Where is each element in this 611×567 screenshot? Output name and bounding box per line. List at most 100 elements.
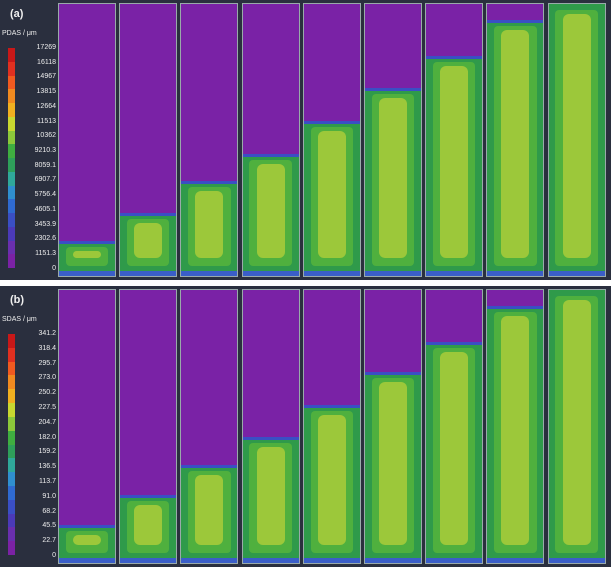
panel-label: (b) — [10, 294, 25, 306]
colorbar-segment — [8, 75, 15, 90]
solidified-region — [242, 153, 299, 276]
solidified-region — [59, 524, 115, 563]
colorbar-tick: 113.7 — [39, 477, 56, 485]
colorbar-ticks: 341.2 318.4 295.7 273.0 250.2 227.5 204.7 182.0… — [18, 330, 56, 559]
colorbar-segment — [8, 61, 15, 76]
simulation-snapshot — [241, 3, 300, 277]
solidified-region — [365, 88, 421, 276]
solidified-region — [487, 306, 544, 563]
simulation-snapshot — [119, 289, 178, 564]
colorbar-segment — [8, 375, 15, 390]
panel-b: (b) SDAS / μm 341.2 318.4 295.7 273.0 250.2 2… — [0, 286, 611, 567]
solidified-region — [181, 464, 238, 563]
colorbar-tick: 4605.1 — [34, 205, 56, 213]
solidified-region — [365, 371, 421, 563]
solidified-region — [181, 180, 238, 276]
colorbar-tick: 295.7 — [38, 359, 56, 367]
colorbar-tick: 182.0 — [38, 433, 56, 441]
colorbar-tick: 12664 — [36, 102, 56, 110]
simulation-snapshot — [119, 3, 178, 277]
simulation-snapshot — [486, 3, 545, 277]
simulation-snapshot — [302, 3, 361, 277]
solidified-region — [426, 55, 483, 276]
colorbar-tick: 204.7 — [38, 418, 56, 426]
colorbar-segment — [8, 499, 15, 514]
colorbar-tick: 16118 — [37, 58, 56, 66]
colorbar-tick: 11513 — [37, 117, 56, 125]
colorbar-segment — [8, 116, 15, 131]
colorbar-tick: 273.0 — [38, 374, 56, 382]
simulation-snapshot — [364, 3, 422, 277]
colorbar-segment — [8, 472, 15, 486]
colorbar-segment — [8, 130, 15, 145]
colorbar-segment — [8, 416, 15, 431]
colorbar-tick: 2302.6 — [34, 235, 56, 243]
colorbar-segment — [8, 48, 15, 62]
colorbar-tick: 9210.3 — [34, 147, 56, 155]
colorbar-segment — [8, 430, 15, 445]
colorbar — [8, 334, 15, 555]
colorbar-segment — [8, 527, 15, 542]
simulation-snapshot — [241, 289, 300, 564]
colorbar-tick: 68.2 — [42, 507, 56, 515]
colorbar-tick: 14967 — [36, 73, 56, 81]
colorbar-tick: 22.7 — [42, 537, 56, 545]
simulation-snapshot — [302, 289, 361, 564]
colorbar-tick: 17269 — [36, 44, 56, 51]
colorbar-segment — [8, 185, 15, 200]
colorbar-tick: 227.5 — [38, 403, 56, 411]
colorbar-segment — [8, 89, 15, 103]
simulation-snapshot — [547, 289, 606, 564]
colorbar-segment — [8, 226, 15, 241]
colorbar-segment — [8, 171, 15, 186]
solidified-region — [242, 437, 299, 563]
colorbar-segment — [8, 541, 15, 555]
colorbar-segment — [8, 144, 15, 158]
colorbar-segment — [8, 458, 15, 473]
solidified-region — [120, 494, 177, 563]
simulation-snapshot — [547, 3, 606, 277]
colorbar-tick: 10362 — [36, 132, 56, 140]
colorbar-segment — [8, 334, 15, 348]
colorbar-segment — [8, 103, 15, 117]
solidified-region — [303, 404, 360, 563]
solidified-region — [120, 213, 177, 276]
colorbar-segment — [8, 199, 15, 213]
colorbar-tick: 8059.1 — [34, 161, 56, 169]
colorbar-tick: 0 — [52, 264, 56, 272]
colorbar-segment — [8, 240, 15, 255]
simulation-snapshot — [58, 289, 116, 564]
colorbar-tick: 318.4 — [38, 344, 56, 352]
colorbar-segment — [8, 158, 15, 172]
colorbar-segment — [8, 485, 15, 500]
simulation-snapshot — [364, 289, 422, 564]
solidified-region — [303, 120, 360, 276]
legend-a: (a) PDAS / μm 17269 16118 14967 13815 12664 1… — [0, 0, 56, 280]
colorbar-segment — [8, 513, 15, 528]
colorbar-segment — [8, 254, 15, 268]
colorbar-tick: 45.5 — [42, 522, 56, 530]
simulation-snapshot — [58, 3, 116, 277]
panel-a: (a) PDAS / μm 17269 16118 14967 13815 12664 1… — [0, 0, 611, 280]
colorbar-segment — [8, 444, 15, 459]
colorbar-segment — [8, 389, 15, 404]
simulation-snapshot — [486, 289, 545, 564]
colorbar-tick: 5756.4 — [34, 191, 56, 199]
colorbar-segment — [8, 213, 15, 227]
colorbar-tick: 6907.7 — [34, 176, 56, 184]
solidified-region — [548, 4, 605, 276]
colorbar-tick: 1151.3 — [35, 250, 56, 258]
colorbar-tick: 13815 — [36, 88, 56, 96]
colorbar-segment — [8, 361, 15, 376]
colorbar-title: PDAS / μm — [2, 30, 37, 37]
colorbar-tick: 250.2 — [38, 389, 56, 397]
colorbar-tick: 136.5 — [38, 463, 56, 471]
simulation-snapshot — [180, 3, 239, 277]
solidified-region — [59, 240, 115, 276]
solidified-region — [487, 20, 544, 276]
solidified-region — [548, 290, 605, 563]
colorbar-segment — [8, 403, 15, 417]
colorbar-tick: 0 — [52, 551, 56, 559]
colorbar-tick: 91.0 — [42, 492, 56, 500]
